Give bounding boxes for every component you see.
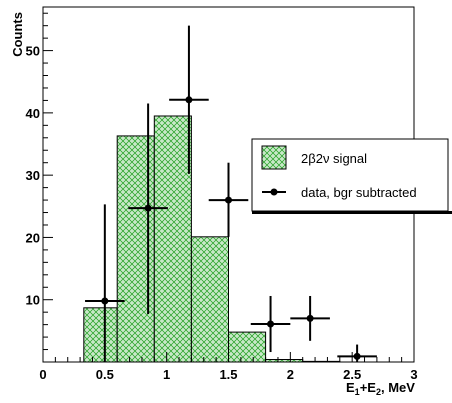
data-point	[85, 204, 125, 362]
legend-swatch-signal	[261, 145, 287, 170]
x-axis: 0 0.5 1 1.5 2 2.5 3	[39, 352, 418, 382]
histogram-bar	[190, 236, 229, 363]
y-axis: 10 20 30 40 50	[26, 12, 53, 351]
data-marker	[306, 314, 314, 322]
data-marker	[144, 204, 152, 212]
data-point	[128, 103, 168, 315]
x-tick-label: 2	[287, 367, 294, 382]
data-marker	[101, 297, 109, 305]
y-tick-label: 40	[26, 106, 40, 121]
data-point	[208, 162, 249, 237]
x-tick-label: 1	[163, 367, 170, 382]
data-point	[169, 25, 209, 174]
y-tick-label: 20	[26, 230, 40, 245]
data-marker	[225, 196, 232, 204]
x-tick-label: 0	[39, 367, 46, 382]
y-tick-label: 30	[26, 168, 40, 183]
x-tick-label: 2.5	[343, 367, 361, 382]
y-tick-label: 10	[26, 293, 40, 308]
x-axis-title: E1+E2, MeV	[346, 380, 415, 397]
legend-label-data: data, bgr subtracted	[301, 185, 417, 200]
data-point	[337, 344, 377, 362]
x-tick-label: 1.5	[219, 367, 237, 382]
legend-marker-dot	[270, 188, 278, 196]
x-tick-label: 3	[410, 367, 417, 382]
x-tick-label: 0.5	[96, 367, 114, 382]
data-point	[290, 295, 330, 341]
data-point	[250, 295, 291, 353]
histogram-bar	[228, 331, 267, 363]
legend-shadow	[252, 211, 452, 214]
histogram-bar	[83, 307, 118, 363]
data-marker	[353, 352, 361, 360]
legend-label-signal: 2β2ν signal	[301, 151, 367, 166]
y-axis-title: Counts	[10, 12, 25, 57]
data-marker	[185, 96, 193, 104]
data-marker	[267, 320, 275, 328]
y-tick-label: 50	[26, 44, 40, 59]
histogram-bar	[153, 115, 192, 363]
legend: 2β2ν signal data, bgr subtracted	[251, 138, 452, 214]
histogram-layer	[83, 115, 341, 363]
data-points-layer	[85, 25, 377, 362]
